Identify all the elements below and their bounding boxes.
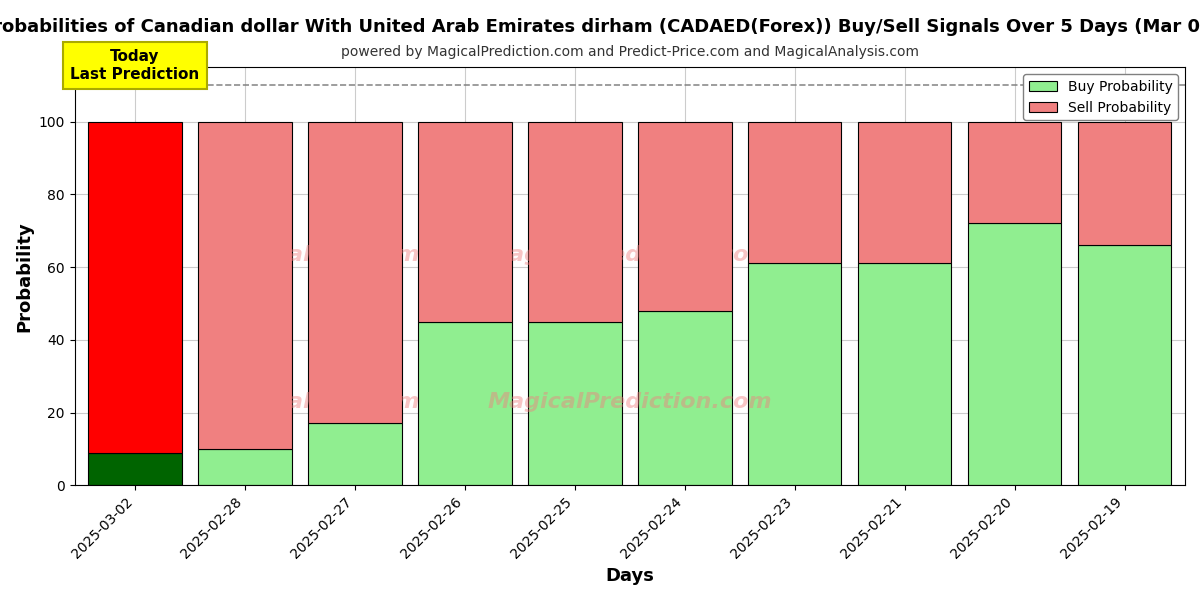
Bar [89, 452, 182, 485]
Legend: Buy Probability, Sell Probability: Buy Probability, Sell Probability [1024, 74, 1178, 120]
Text: MagicalPrediction.com: MagicalPrediction.com [487, 245, 772, 265]
Bar [89, 122, 182, 452]
Bar [419, 122, 511, 322]
Bar [528, 322, 622, 485]
Y-axis label: Probability: Probability [16, 221, 34, 332]
Bar [748, 122, 841, 263]
Bar [638, 311, 732, 485]
Bar [1078, 122, 1171, 245]
Bar [308, 424, 402, 485]
Text: Probabilities of Canadian dollar With United Arab Emirates dirham (CADAED(Forex): Probabilities of Canadian dollar With Un… [0, 18, 1200, 36]
Bar [968, 223, 1061, 485]
Bar [968, 122, 1061, 223]
Bar [748, 263, 841, 485]
Text: Today
Last Prediction: Today Last Prediction [71, 49, 199, 82]
Bar [638, 122, 732, 311]
X-axis label: Days: Days [605, 567, 654, 585]
Bar [198, 122, 292, 449]
Title: powered by MagicalPrediction.com and Predict-Price.com and MagicalAnalysis.com: powered by MagicalPrediction.com and Pre… [341, 45, 919, 59]
Bar [419, 322, 511, 485]
Bar [308, 122, 402, 424]
Bar [1078, 245, 1171, 485]
Bar [198, 449, 292, 485]
Bar [858, 122, 952, 263]
Text: calAnalysis.com: calAnalysis.com [218, 245, 419, 265]
Bar [528, 122, 622, 322]
Bar [858, 263, 952, 485]
Text: calAnalysis.com: calAnalysis.com [218, 392, 419, 412]
Text: MagicalPrediction.com: MagicalPrediction.com [487, 392, 772, 412]
